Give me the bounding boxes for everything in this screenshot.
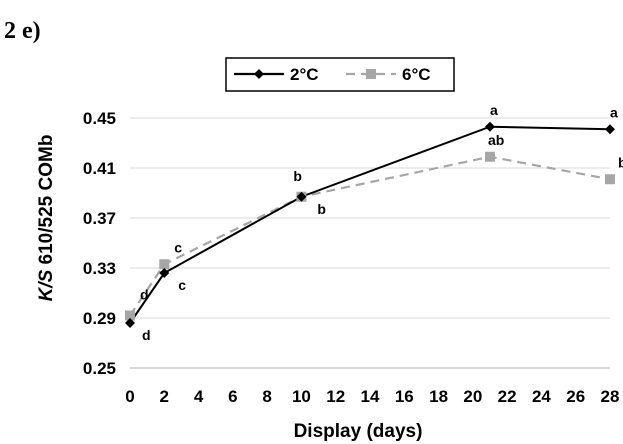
significance-letter: d xyxy=(142,327,151,343)
panel-label: 2 e) xyxy=(4,18,41,44)
significance-letter: b xyxy=(293,168,302,184)
data-point xyxy=(296,191,307,202)
x-tick-label: 0 xyxy=(125,387,134,406)
x-tick-label: 22 xyxy=(498,387,517,406)
x-tick-label: 14 xyxy=(361,387,380,406)
data-point xyxy=(605,174,615,185)
y-axis-title-rest: 610/525 COMb xyxy=(36,135,57,270)
data-point xyxy=(125,310,135,321)
y-tick-label: 0.41 xyxy=(83,159,116,178)
x-tick-label: 18 xyxy=(429,387,448,406)
x-tick-label: 6 xyxy=(228,387,237,406)
y-axis-title: K/S 610/525 COMb xyxy=(36,135,57,302)
series-markers xyxy=(125,121,615,328)
data-point xyxy=(159,259,170,270)
y-tick-label: 0.25 xyxy=(83,359,116,378)
data-point xyxy=(159,268,170,278)
x-tick-label: 10 xyxy=(292,387,311,406)
series-line-6c xyxy=(129,155,611,317)
x-tick-label: 12 xyxy=(326,387,345,406)
x-tick-label: 2 xyxy=(160,387,169,406)
significance-letters: d c b a a d c b ab b xyxy=(140,102,623,343)
series-lines xyxy=(129,125,611,324)
legend-label: 6°C xyxy=(402,65,431,84)
data-point xyxy=(605,124,615,135)
significance-letter: b xyxy=(317,201,326,217)
y-axis-title-italic: K/S xyxy=(36,269,57,301)
x-tick-label: 8 xyxy=(262,387,271,406)
y-tick-label: 0.33 xyxy=(83,259,116,278)
x-tick-label: 26 xyxy=(566,387,585,406)
x-tick-label: 4 xyxy=(194,387,204,406)
legend-label: 2°C xyxy=(290,65,319,84)
data-point xyxy=(485,151,495,162)
data-point xyxy=(125,318,135,328)
legend-marker xyxy=(254,69,264,79)
significance-letter: d xyxy=(140,287,149,303)
significance-letter: a xyxy=(490,102,498,118)
significance-letter: a xyxy=(610,104,618,120)
series-line-2c xyxy=(129,125,611,324)
data-point xyxy=(485,121,495,132)
gridlines xyxy=(130,117,610,319)
y-tick-label: 0.45 xyxy=(83,109,116,128)
y-tick-label: 0.37 xyxy=(83,209,116,228)
significance-letter: c xyxy=(178,277,186,293)
x-tick-label: 24 xyxy=(532,387,551,406)
x-tick-label: 20 xyxy=(463,387,482,406)
significance-letter: ab xyxy=(488,132,504,148)
y-tick-label: 0.29 xyxy=(83,309,116,328)
significance-letter: c xyxy=(174,239,182,255)
legend: 2°C 6°C xyxy=(225,57,455,92)
x-tick-labels: 0 2 4 6 8 10 12 14 16 18 20 22 24 26 28 xyxy=(125,387,619,406)
y-tick-labels: 0.25 0.29 0.33 0.37 0.41 0.45 xyxy=(83,109,116,378)
significance-letter: b xyxy=(618,154,623,170)
x-tick-label: 28 xyxy=(601,387,620,406)
legend-marker xyxy=(366,69,376,79)
x-axis-title: Display (days) xyxy=(294,421,423,442)
x-tick-label: 16 xyxy=(395,387,414,406)
